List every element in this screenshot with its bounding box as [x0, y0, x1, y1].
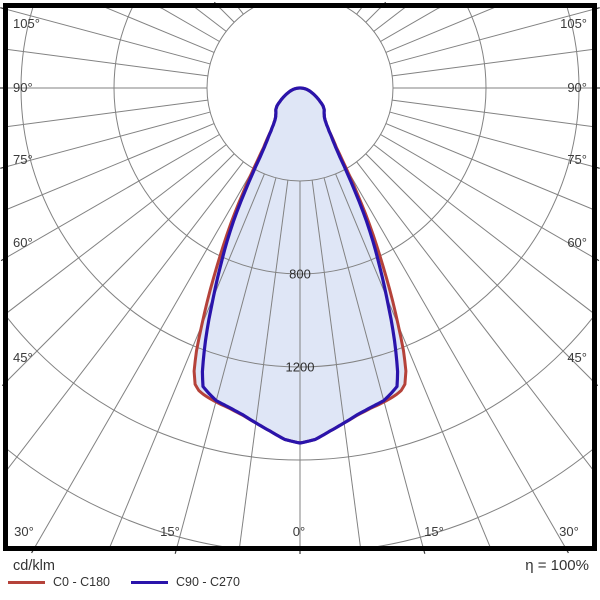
grid-radial-line	[34, 168, 254, 546]
grid-radial-line	[336, 0, 600, 2]
angle-label: 90°	[13, 80, 33, 95]
angle-labels: 105° 90° 75° 60° 45° 45° 60° 75° 90° 105° 30° 15° 0°…	[13, 16, 587, 539]
grid-radial-line	[8, 144, 227, 313]
grid-radial-line	[239, 180, 289, 546]
grid-radial-line	[389, 111, 592, 167]
grid-radial-line	[8, 111, 211, 167]
unit-label: cd/klm	[13, 558, 55, 574]
plot-border	[3, 3, 597, 551]
angle-label: 60°	[567, 235, 587, 250]
angle-label: 75°	[13, 152, 33, 167]
grid-radial-line	[8, 9, 211, 65]
angle-label: 15°	[160, 524, 180, 539]
ring-value-label: 800	[289, 267, 311, 282]
efficiency-label: η = 100%	[525, 557, 589, 574]
grid-radial-line	[392, 99, 592, 127]
grid-radial-line	[346, 168, 566, 546]
grid-radial-line	[380, 134, 592, 258]
grid-radial-line	[8, 99, 208, 127]
polar-diagram: 800 1200 105° 90° 75° 60° 45° 45° 60° 75° 90° 105° 3…	[0, 0, 600, 554]
angle-label: 90°	[567, 80, 587, 95]
legend-label-c90-c270: C90 - C270	[175, 575, 240, 589]
grid-radial-line	[8, 153, 235, 381]
grid-radial-line	[373, 144, 592, 313]
curve-c90-c270	[200, 86, 400, 445]
grid-radial-line	[356, 161, 592, 470]
ring-value-label: 1200	[286, 360, 315, 375]
legend-swatch-c90-c270	[130, 580, 168, 584]
grid-radial-lines	[0, 0, 600, 546]
grid-radial-line	[8, 123, 215, 210]
angle-label: 75°	[567, 152, 587, 167]
angle-label: 105°	[560, 16, 587, 31]
grid-radial-line	[385, 123, 592, 210]
grid-radial-line	[8, 161, 244, 470]
angle-label: 30°	[14, 524, 34, 539]
grid-radial-line	[8, 134, 220, 258]
plot-area	[0, 0, 600, 546]
grid-radial-line	[389, 9, 592, 65]
angle-label: 45°	[13, 350, 33, 365]
grid-radial-line	[311, 180, 361, 546]
angle-label: 0°	[293, 524, 305, 539]
grid-radial-line	[176, 177, 277, 546]
grid-radial-line	[323, 177, 424, 546]
grid-radial-line	[392, 49, 592, 77]
angle-label: 30°	[559, 524, 579, 539]
grid-radial-line	[365, 153, 592, 381]
legend-swatch-c0-c180	[8, 580, 45, 584]
angle-label: 15°	[424, 524, 444, 539]
grid-radial-line	[0, 0, 264, 2]
angle-label: 60°	[13, 235, 33, 250]
legend-label-c0-c180: C0 - C180	[53, 575, 110, 589]
angle-label: 105°	[13, 16, 40, 31]
angle-label: 45°	[567, 350, 587, 365]
legend: C0 - C180 C90 - C270	[8, 574, 261, 590]
ring-labels: 800 1200	[286, 267, 315, 375]
grid-radial-line	[8, 49, 208, 77]
